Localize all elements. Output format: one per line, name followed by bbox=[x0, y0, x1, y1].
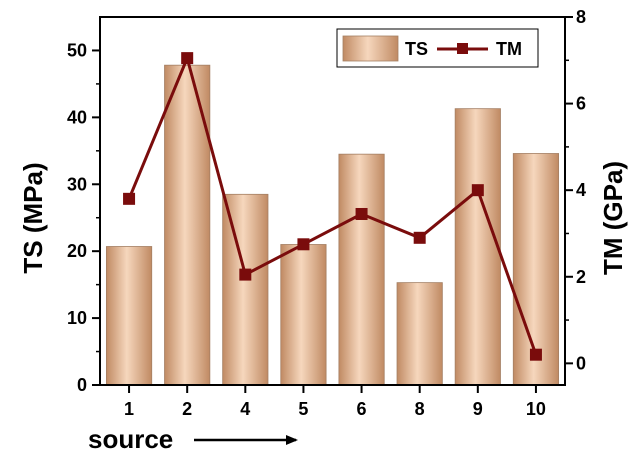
point-tm-10 bbox=[529, 348, 542, 361]
bar-ts-8 bbox=[396, 282, 443, 386]
x-tick-label-2: 2 bbox=[182, 399, 192, 419]
bar-ts-5 bbox=[280, 244, 327, 386]
bar-ts-10 bbox=[512, 153, 560, 386]
legend-swatch-ts bbox=[342, 35, 399, 62]
y-tick-label-20: 20 bbox=[67, 241, 87, 261]
y-axis-title: TS (MPa) bbox=[18, 162, 48, 273]
legend-marker-tm bbox=[457, 43, 468, 54]
y2-tick-label-6: 6 bbox=[576, 94, 586, 114]
bar-ts-9 bbox=[454, 108, 501, 386]
x-tick-label-10: 10 bbox=[526, 399, 546, 419]
x-axis-title: source bbox=[88, 424, 173, 452]
point-tm-9 bbox=[471, 184, 484, 197]
bar-ts-4 bbox=[222, 193, 269, 386]
y-tick-label-30: 30 bbox=[67, 174, 87, 194]
bar-ts-6 bbox=[338, 153, 385, 386]
y2-tick-label-8: 8 bbox=[576, 7, 586, 27]
legend-label-ts: TS bbox=[405, 39, 428, 59]
point-tm-6 bbox=[355, 207, 368, 220]
y2-axis-title: TM (GPa) bbox=[598, 161, 628, 275]
point-tm-2 bbox=[181, 52, 194, 65]
x-tick-label-5: 5 bbox=[298, 399, 308, 419]
x-tick-label-9: 9 bbox=[473, 399, 483, 419]
point-tm-8 bbox=[413, 231, 426, 244]
y-tick-label-50: 50 bbox=[67, 40, 87, 60]
x-tick-label-4: 4 bbox=[240, 399, 250, 419]
point-tm-1 bbox=[123, 192, 136, 205]
y-tick-label-0: 0 bbox=[77, 375, 87, 395]
y-tick-label-40: 40 bbox=[67, 107, 87, 127]
legend-label-tm: TM bbox=[496, 39, 522, 59]
x-tick-label-1: 1 bbox=[124, 399, 134, 419]
legend: TS TM bbox=[336, 28, 539, 68]
y2-tick-label-4: 4 bbox=[576, 180, 586, 200]
plot-frame bbox=[99, 16, 566, 386]
y-tick-label-10: 10 bbox=[67, 308, 87, 328]
x-tick-label-8: 8 bbox=[415, 399, 425, 419]
line-tm bbox=[127, 56, 538, 356]
point-tm-4 bbox=[239, 268, 252, 281]
point-tm-5 bbox=[297, 238, 310, 251]
y2-tick-label-0: 0 bbox=[576, 353, 586, 373]
y2-tick-label-2: 2 bbox=[576, 267, 586, 287]
x-tick-label-6: 6 bbox=[357, 399, 367, 419]
bar-ts-1 bbox=[105, 246, 153, 386]
